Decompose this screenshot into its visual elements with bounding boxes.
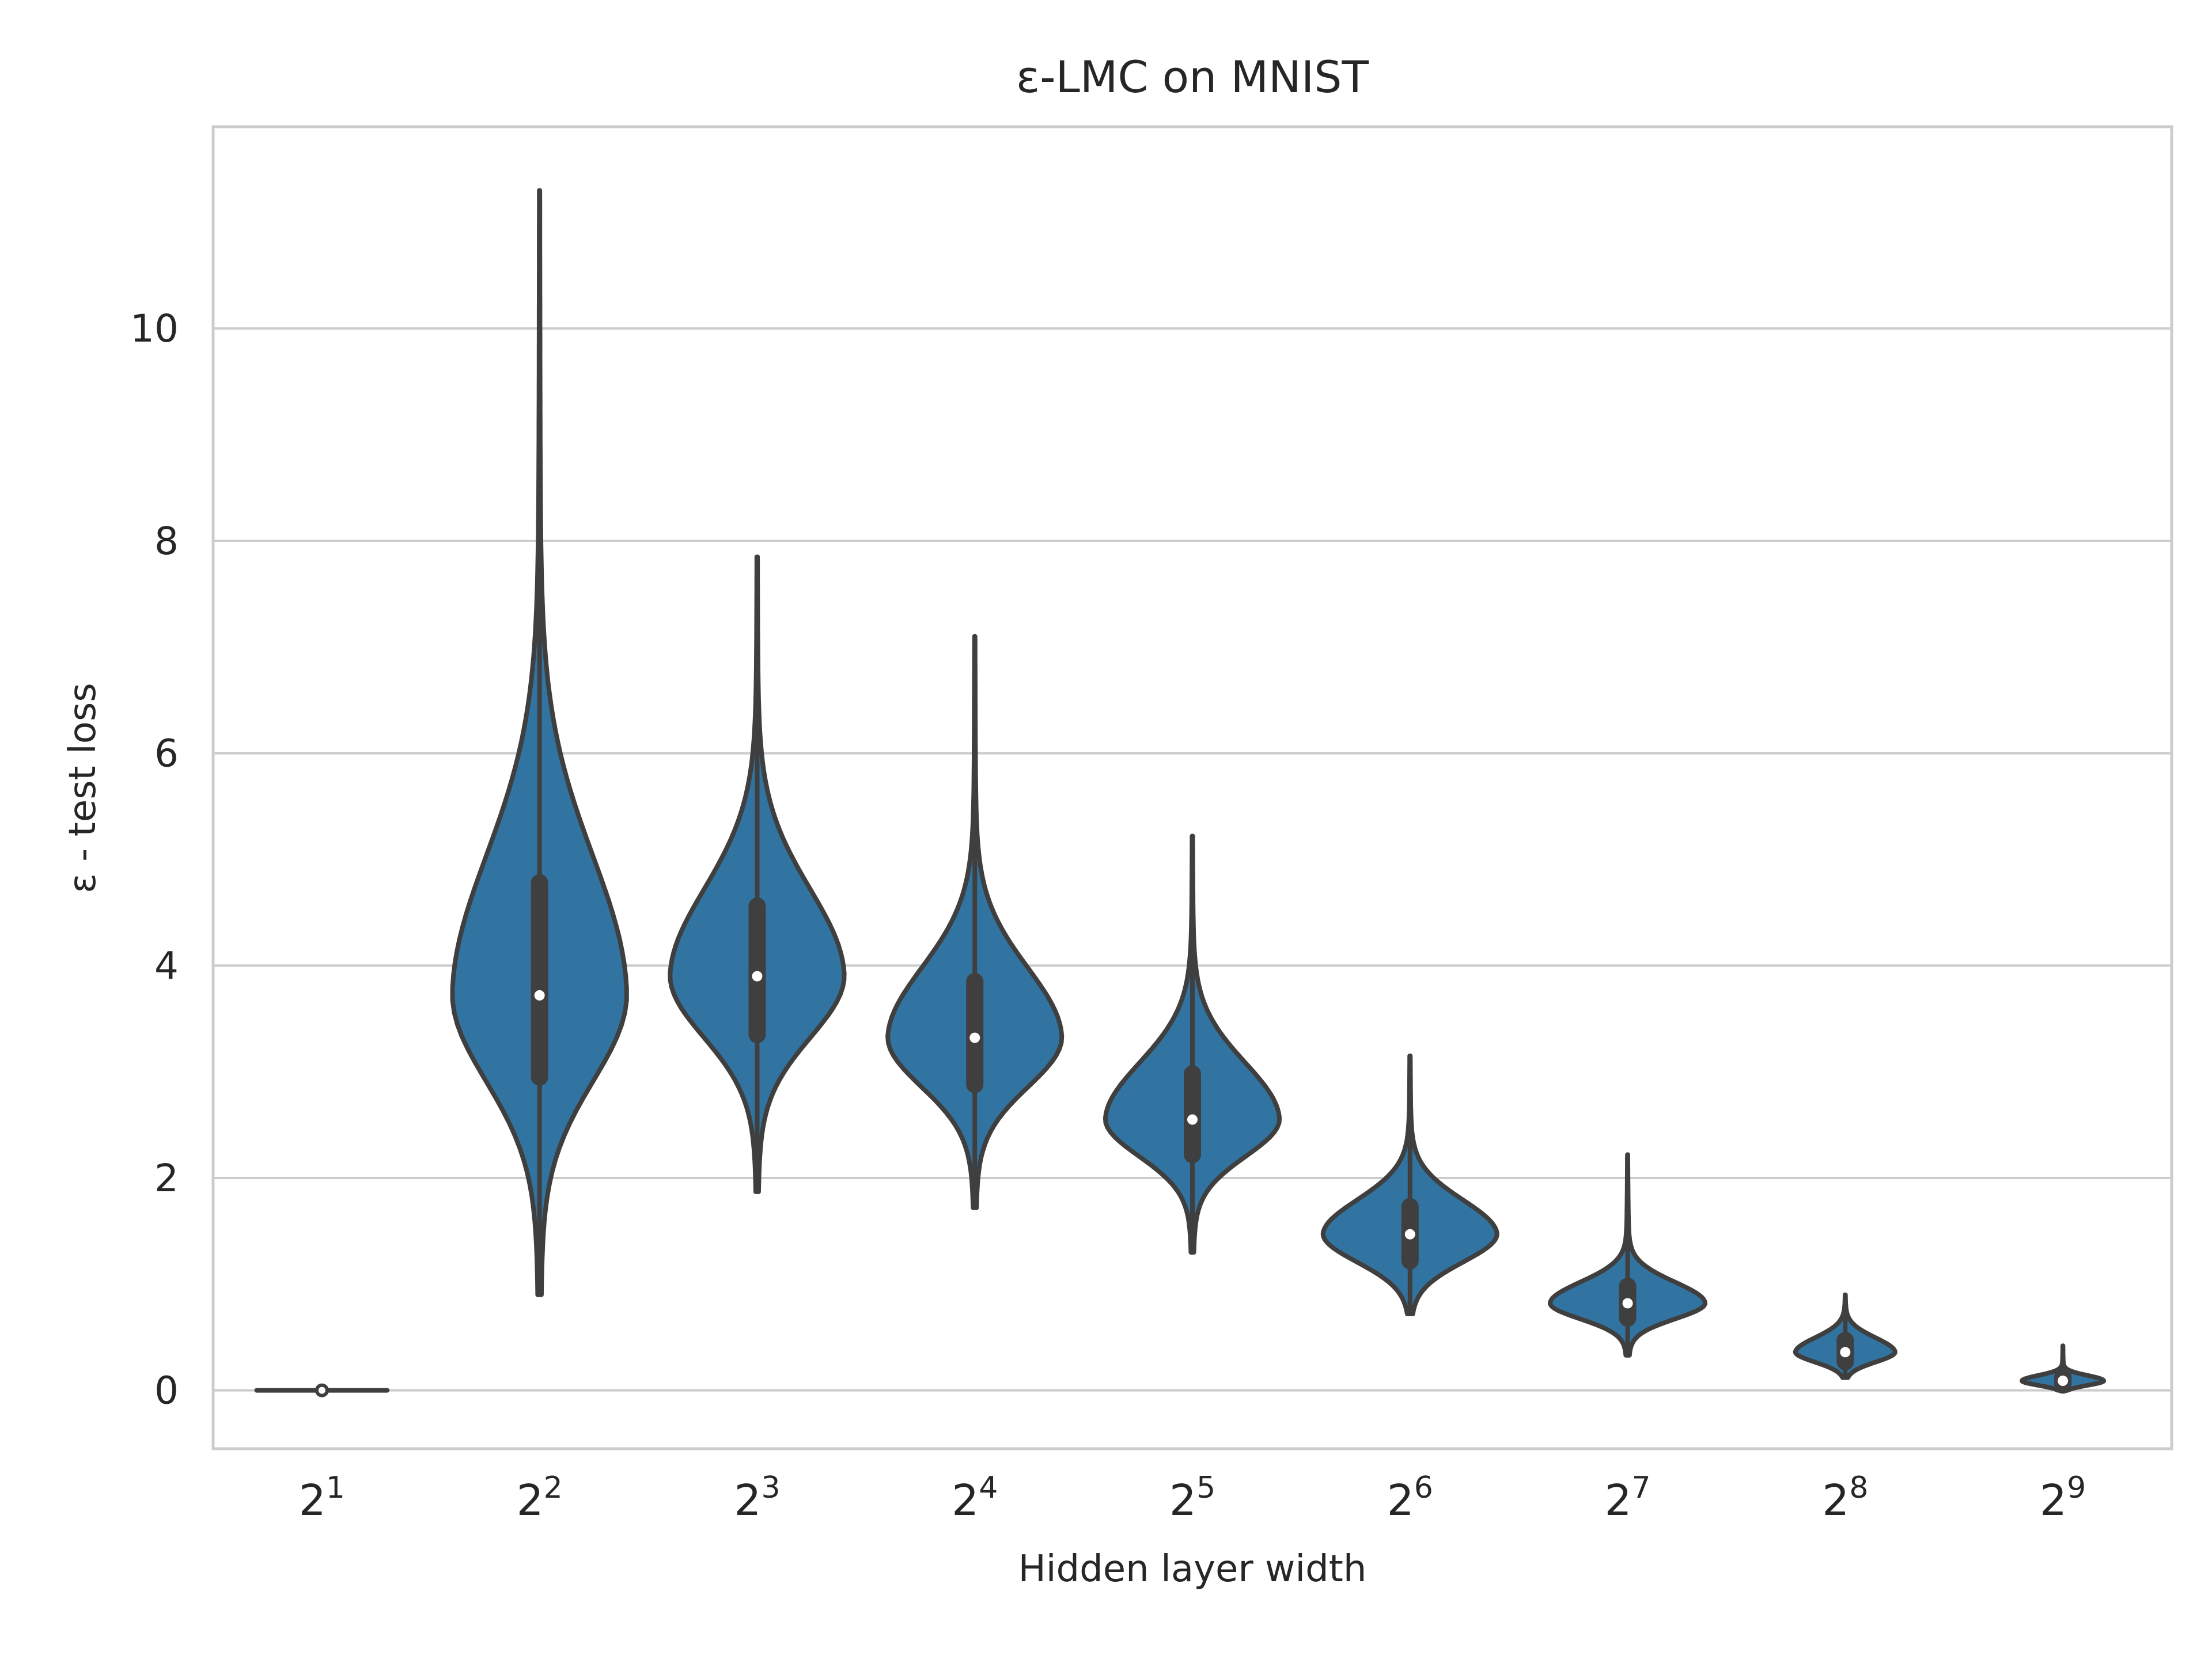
y-tick-label: 4 xyxy=(154,944,179,988)
y-tick-label: 2 xyxy=(154,1156,179,1200)
x-tick-label: 21 xyxy=(299,1471,345,1525)
plot-frame xyxy=(211,125,2173,1450)
x-tick-label: 27 xyxy=(1604,1471,1650,1525)
y-axis-label: ε - test loss xyxy=(62,683,104,893)
x-tick-label: 23 xyxy=(734,1471,780,1525)
y-tick-labels: 0 2 4 6 8 10 xyxy=(130,306,179,1412)
x-tick-label: 24 xyxy=(952,1471,998,1525)
y-tick-label: 8 xyxy=(154,519,179,563)
violin xyxy=(254,1383,390,1397)
violin xyxy=(2020,1343,2107,1394)
violin xyxy=(450,188,629,1297)
median-marker xyxy=(1840,1347,1851,1358)
violins xyxy=(254,188,2107,1397)
violin xyxy=(885,634,1065,1210)
violin xyxy=(1793,1292,1897,1380)
median-marker xyxy=(1187,1114,1198,1125)
violin xyxy=(1548,1152,1707,1358)
x-tick-label: 22 xyxy=(517,1471,563,1525)
x-tick-label: 25 xyxy=(1169,1471,1215,1525)
violin xyxy=(1103,834,1282,1255)
median-marker xyxy=(969,1032,980,1043)
y-tick-label: 0 xyxy=(154,1369,179,1413)
x-tick-label: 29 xyxy=(2040,1471,2086,1525)
median-marker xyxy=(2058,1376,2069,1387)
violin xyxy=(668,554,847,1194)
y-tick-label: 10 xyxy=(130,306,179,351)
median-marker xyxy=(534,990,545,1001)
median-marker xyxy=(1404,1229,1415,1240)
x-tick-label: 28 xyxy=(1822,1471,1868,1525)
median-marker xyxy=(315,1383,329,1397)
median-marker xyxy=(752,971,763,982)
x-tick-labels: 21 22 23 24 25 26 27 28 29 xyxy=(299,1471,2086,1525)
x-axis-label: Hidden layer width xyxy=(1018,1548,1367,1590)
y-tick-label: 6 xyxy=(154,732,179,776)
violin xyxy=(1320,1054,1499,1316)
x-tick-label: 26 xyxy=(1387,1471,1433,1525)
chart-title: ε-LMC on MNIST xyxy=(1016,51,1369,103)
median-marker xyxy=(1622,1298,1633,1309)
